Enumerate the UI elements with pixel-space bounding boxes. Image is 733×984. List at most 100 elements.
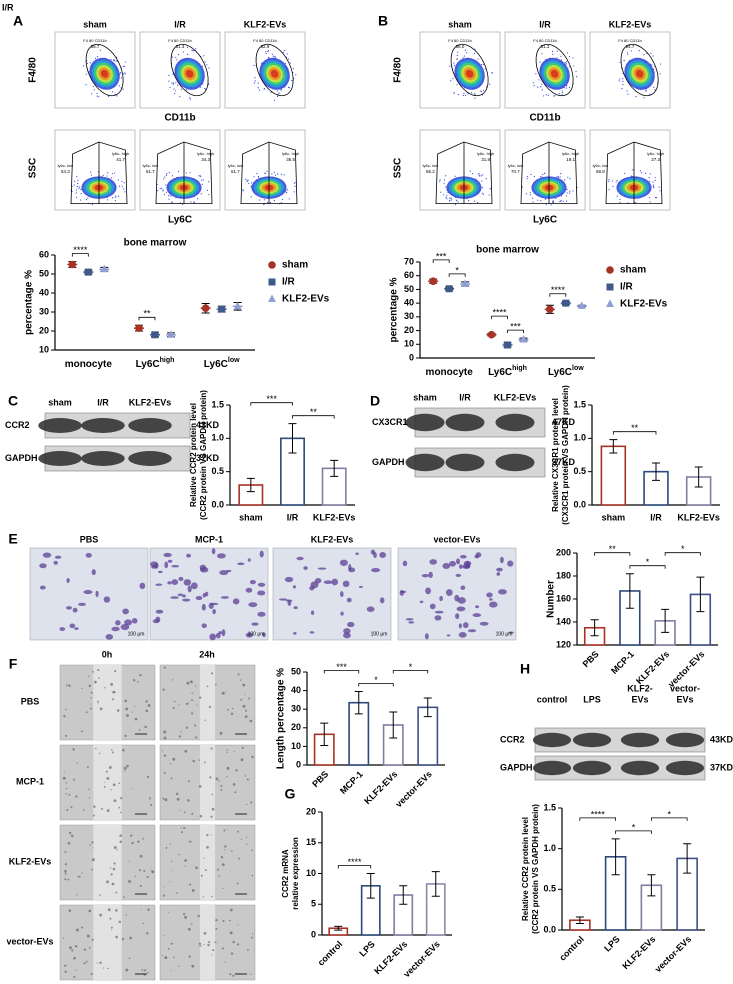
event-dot (539, 61, 541, 63)
gate (240, 141, 298, 205)
event-dot (293, 191, 295, 193)
panel-label: G (285, 786, 296, 802)
event-dot (443, 182, 445, 184)
stained-cell (342, 580, 350, 588)
cell-speck (93, 805, 96, 808)
event-dot (473, 52, 476, 55)
event-dot (181, 203, 184, 206)
event-dot (99, 49, 101, 51)
event-dot (456, 84, 458, 86)
gate (170, 43, 209, 97)
y-tick-label: 20 (306, 806, 316, 816)
event-dot (283, 51, 285, 53)
event-dot (272, 55, 274, 57)
cell-speck (251, 849, 253, 852)
event-dot (295, 74, 297, 76)
stained-cell (152, 619, 160, 624)
row-label: GAPDH (372, 457, 405, 467)
cell-speck (116, 849, 118, 851)
event-dot (123, 188, 125, 190)
x-tick-label: control (316, 939, 345, 968)
legend-label: sham (620, 265, 646, 276)
event-dot (648, 180, 651, 182)
stained-cell (293, 632, 297, 635)
event-dot (185, 89, 187, 91)
event-dot (206, 189, 209, 191)
event-dot (640, 172, 643, 174)
event-dot (566, 192, 568, 194)
event-dot (178, 170, 180, 173)
error-bar (652, 462, 660, 481)
cell-speck (92, 671, 94, 673)
x-tick-label: Ly6Clow (548, 365, 584, 378)
cell-speck (192, 759, 195, 763)
stained-cell (54, 555, 62, 559)
cell-speck (200, 945, 202, 947)
gate (520, 141, 578, 205)
cell-speck (251, 874, 254, 877)
cell-speck (164, 798, 168, 802)
significance-label: ** (609, 544, 617, 554)
y-tick-label: 0.5 (573, 466, 586, 476)
event-dot (479, 175, 481, 177)
event-dot (537, 86, 539, 88)
stained-cell (217, 553, 226, 559)
event-dot (271, 53, 273, 55)
gate-name: ly6c- low (58, 163, 74, 168)
cell-speck (77, 876, 80, 878)
cell-speck (204, 719, 206, 721)
cell-speck (225, 690, 227, 693)
event-dot (451, 199, 453, 201)
event-dot (622, 78, 624, 80)
error-bar (575, 916, 584, 924)
stained-cell (122, 608, 129, 615)
blot-band (38, 418, 82, 433)
stained-cell (284, 576, 294, 583)
x-tick-label: KLF2-EVs (634, 649, 671, 686)
cell-speck (250, 801, 253, 804)
stained-cell (500, 556, 504, 564)
event-dot (168, 80, 170, 82)
cell-speck (65, 787, 68, 790)
event-dot (489, 83, 491, 85)
cell-speck (190, 841, 193, 843)
cell-speck (111, 926, 113, 929)
cell-speck (198, 945, 200, 947)
stained-cell (317, 567, 327, 570)
event-dot (116, 95, 118, 97)
cell-speck (163, 934, 165, 937)
gate-name: F4 80 CD11b (448, 38, 472, 43)
stained-cell (103, 596, 111, 603)
cell-speck (111, 748, 113, 751)
cell-speck (112, 783, 116, 787)
event-dot (480, 63, 483, 66)
event-dot (621, 88, 623, 90)
error-bar (647, 874, 656, 897)
cell-speck (90, 703, 92, 705)
event-dot (457, 201, 459, 203)
wound-gap (199, 905, 216, 980)
stained-cell (343, 628, 351, 634)
cell-speck (120, 797, 123, 800)
stained-cell (287, 600, 292, 606)
event-dot (123, 182, 125, 184)
cell-speck (187, 780, 190, 783)
cell-speck (75, 928, 79, 932)
cell-speck (191, 964, 195, 968)
lane-label: sham (413, 392, 437, 402)
event-dot (96, 55, 99, 58)
legend-label: I/R (620, 282, 634, 293)
cell-speck (85, 960, 88, 963)
cell-speck (81, 687, 83, 690)
cell-speck (111, 751, 114, 754)
y-tick-label: 0.0 (211, 499, 224, 509)
gate (620, 43, 659, 97)
cell-speck (137, 680, 139, 683)
cell-speck (64, 870, 67, 873)
stained-cell (460, 555, 467, 559)
panel-label: A (13, 13, 23, 29)
significance-label: ** (631, 423, 639, 433)
cell-speck (244, 775, 247, 777)
y-tick-label: 200 (556, 547, 571, 557)
gate-name: F4 80 CD11b (168, 38, 192, 43)
